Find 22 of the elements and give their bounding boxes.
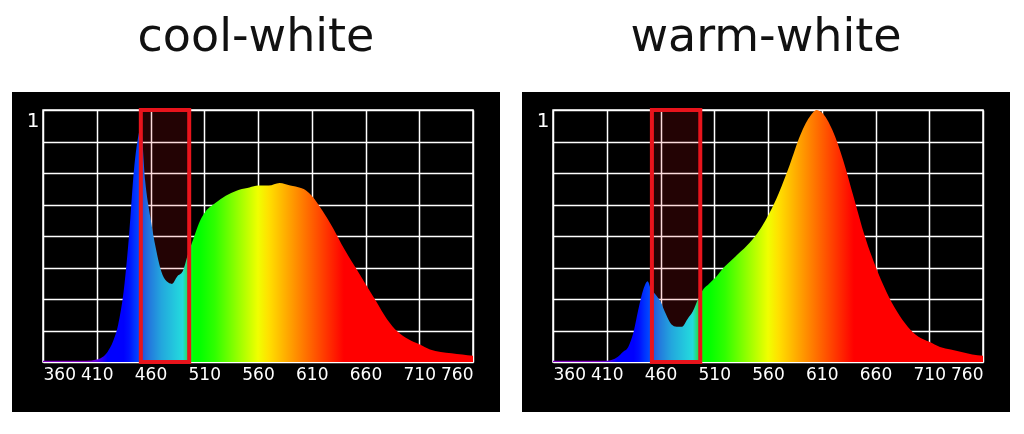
- x-tick-label: 460: [134, 363, 168, 384]
- x-tick-label: 760: [441, 363, 474, 384]
- y-tick-label: 1: [536, 107, 550, 132]
- y-tick-label: 1: [26, 107, 40, 132]
- x-tick-label: 560: [242, 363, 275, 384]
- chart-title: cool-white: [136, 7, 376, 64]
- x-tick-label: 360: [43, 363, 76, 384]
- x-tick-label: 410: [81, 363, 114, 384]
- x-tick-label: 760: [951, 363, 984, 384]
- x-tick-label: 560: [752, 363, 785, 384]
- x-tick-label: 610: [806, 363, 839, 384]
- x-tick-label: 610: [296, 363, 329, 384]
- chart-title: warm-white: [629, 7, 903, 64]
- x-tick-label: 510: [698, 363, 731, 384]
- x-tick-label: 660: [859, 363, 893, 384]
- x-tick-label: 510: [188, 363, 221, 384]
- x-tick-label: 410: [591, 363, 624, 384]
- x-tick-label: 710: [913, 363, 946, 384]
- x-tick-label: 660: [349, 363, 383, 384]
- x-tick-label: 460: [644, 363, 678, 384]
- x-tick-label: 360: [553, 363, 586, 384]
- x-tick-label: 710: [403, 363, 436, 384]
